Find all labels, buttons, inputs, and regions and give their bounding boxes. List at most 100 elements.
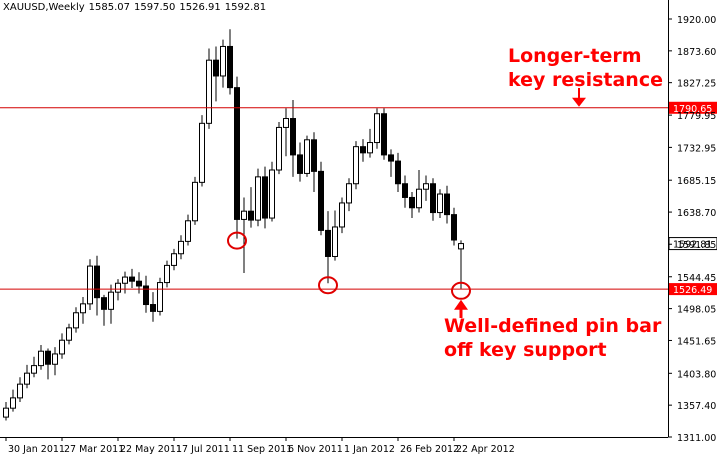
candle-body — [262, 176, 268, 219]
current-price-tag — [668, 237, 717, 251]
y-tick-label: 1685.15 — [677, 176, 716, 187]
resistance-arrow-head — [572, 97, 586, 107]
markers-group — [227, 231, 471, 300]
candle-body — [66, 327, 72, 341]
candle-body — [339, 202, 345, 228]
candle-body — [157, 282, 163, 312]
candle-body — [164, 264, 170, 284]
candle-body — [283, 118, 289, 128]
pin-bar-circle-marker — [227, 231, 247, 250]
candle-body — [213, 59, 219, 77]
candle-body — [73, 312, 79, 329]
candle-body — [430, 183, 436, 214]
candle-body — [367, 142, 373, 154]
candle-body — [353, 146, 359, 185]
candle-body — [31, 365, 37, 374]
candle-body — [395, 160, 401, 185]
resistance-annotation-line2: key resistance — [508, 69, 663, 91]
resistance-annotation-line1: Longer-term — [508, 45, 642, 67]
plot-frame — [0, 0, 669, 438]
candle-body — [80, 303, 86, 314]
y-tick-label: 1311.00 — [677, 433, 716, 444]
y-tick-label: 1638.70 — [677, 208, 716, 219]
current-price-label: 1592.81 — [673, 240, 712, 251]
y-tick-label: 1451.65 — [677, 336, 716, 347]
pin-bar-annotation: Well-defined pin bar off key support — [444, 314, 661, 362]
y-tick-label: 1544.45 — [677, 273, 716, 284]
candle-body — [171, 253, 177, 266]
x-tick-label: 11 Sep 2011 — [232, 444, 292, 455]
candle-body — [241, 210, 247, 220]
resistance-price-tag — [669, 101, 717, 114]
candle-body — [416, 188, 422, 209]
x-tick-label: 17 Jul 2011 — [176, 444, 230, 455]
y-tick-label: 1779.95 — [677, 111, 716, 122]
pin-bar-circle-marker — [318, 276, 338, 295]
y-tick-label: 1498.05 — [677, 305, 716, 316]
candle-body — [423, 183, 429, 190]
candle-body — [129, 276, 135, 282]
pin-bar-circle-marker — [451, 281, 471, 300]
candle-body — [318, 170, 324, 231]
candle-body — [108, 291, 114, 310]
candle-body — [38, 350, 44, 367]
candle-body — [290, 118, 296, 156]
candle-body — [206, 59, 212, 124]
candle-body — [269, 169, 275, 219]
arrows-group — [454, 88, 586, 318]
candle-body — [115, 282, 121, 293]
resistance-price-tag-label: 1790.65 — [673, 104, 712, 115]
y-tick-label: 1827.25 — [677, 79, 716, 90]
candle-body — [451, 214, 457, 241]
levels-group: 1790.65 1526.49 1592.81 — [0, 101, 717, 296]
pin-bar-arrow-head — [454, 299, 468, 310]
candle-body — [381, 113, 387, 156]
candle-body — [17, 383, 23, 399]
pin-bar-annotation-line1: Well-defined pin bar — [444, 315, 662, 337]
candle-body — [360, 146, 366, 154]
y-tick-label: 1403.80 — [677, 369, 716, 380]
candle-body — [94, 265, 100, 299]
symbol-label: XAUUSD,Weekly — [3, 2, 85, 13]
chart-header: XAUUSD,Weekly 1585.07 1597.50 1526.91 1592.8… — [3, 2, 270, 13]
high-value: 1597.50 — [134, 2, 176, 13]
candle-body — [248, 210, 254, 221]
x-tick-label: 22 May 2011 — [120, 444, 182, 455]
candle-body — [220, 45, 226, 77]
candle-body — [227, 45, 233, 89]
candle-body — [59, 339, 65, 355]
candle-body — [52, 353, 58, 365]
candle-body — [304, 139, 310, 174]
candle-body — [388, 154, 394, 162]
y-axis: 1920.00 1873.60 1827.25 1779.95 1732.95 1685.… — [668, 15, 716, 444]
y-tick-label: 1591.85 — [677, 240, 716, 251]
candle-body — [409, 196, 415, 209]
low-value: 1526.91 — [179, 2, 221, 13]
candle-body — [276, 126, 282, 171]
candle-body — [3, 407, 9, 418]
candle-body — [178, 240, 184, 255]
x-tick-label: 22 Apr 2012 — [456, 444, 515, 455]
candle-body — [255, 176, 261, 221]
resistance-annotation: Longer-term key resistance — [508, 44, 663, 92]
open-value: 1585.07 — [88, 2, 131, 13]
close-value: 1592.81 — [224, 2, 267, 13]
candle-body — [87, 265, 93, 305]
support-price-tag-label: 1526.49 — [673, 285, 712, 296]
candles-group — [3, 29, 464, 421]
candle-body — [458, 243, 464, 250]
x-tick-label: 1 Jan 2012 — [344, 444, 395, 455]
candle-body — [234, 87, 240, 220]
candle-body — [185, 220, 191, 242]
candle-body — [297, 154, 303, 174]
candle-body — [45, 350, 51, 365]
candle-body — [101, 297, 107, 310]
candle-body — [24, 372, 30, 385]
x-tick-label: 6 Nov 2011 — [288, 444, 343, 455]
candle-body — [332, 226, 338, 257]
candle-body — [10, 397, 16, 409]
y-tick-label: 1732.95 — [677, 143, 716, 154]
candle-body — [192, 181, 198, 222]
support-price-tag — [669, 283, 717, 296]
